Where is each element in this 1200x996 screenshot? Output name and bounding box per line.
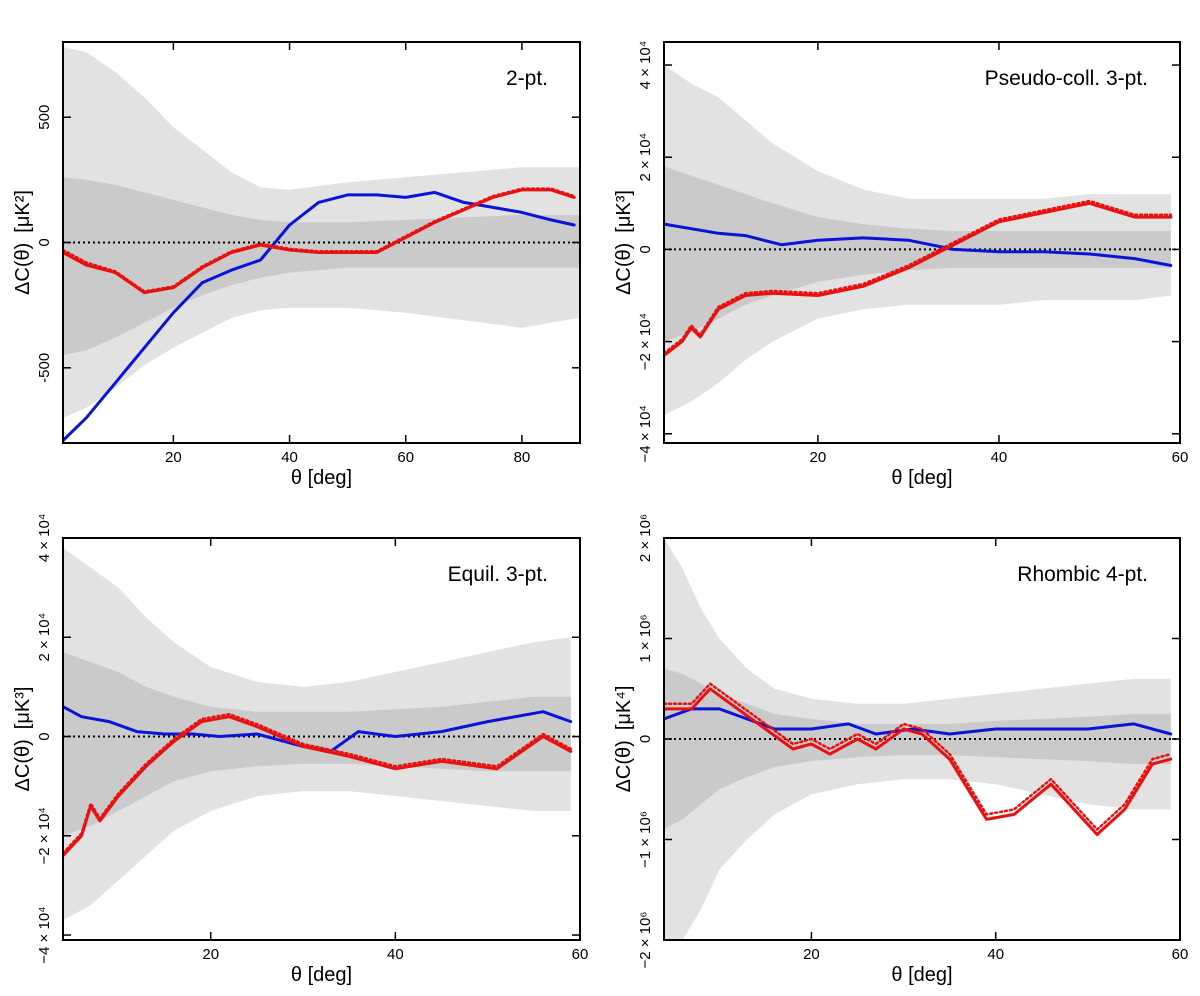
plot-area [63, 47, 580, 442]
y-tick-label: −4 × 10⁴ [36, 906, 53, 963]
y-tick-label: 1 × 10⁶ [637, 614, 654, 662]
panel-pseudo-coll-3pt: 20 40 60 −4 × 10⁴ −2 × 10⁴ 0 2 × 10⁴ 4 × 10⁴ Pse… [613, 41, 1188, 489]
plot-area [664, 538, 1180, 940]
y-axis-label: ΔC(θ)[μK²] [12, 190, 34, 295]
panel-2pt: 20 40 60 80 -500 0 500 2-pt. θ [deg] ΔC(θ)[μK²] [12, 41, 581, 489]
x-tick-label: 40 [387, 946, 404, 963]
plot-area [664, 65, 1180, 416]
x-tick-label: 60 [1172, 946, 1189, 963]
y-tick-label: 4 × 10⁴ [637, 41, 654, 90]
x-axis-label: θ [deg] [291, 964, 352, 986]
y-tick-label: 0 [36, 238, 53, 246]
y-tick-label: 4 × 10⁴ [36, 514, 53, 563]
x-tick-label: 80 [514, 449, 531, 466]
plot-frame [62, 537, 581, 941]
x-tick-label: 60 [572, 946, 589, 963]
plot-frame [663, 41, 1181, 444]
series-blue [63, 190, 576, 442]
panel-title: Pseudo-coll. 3-pt. [985, 67, 1148, 90]
y-tick-label: −2 × 10⁴ [36, 807, 53, 864]
x-tick-label: 20 [810, 449, 827, 466]
y-tick-label: -500 [36, 353, 53, 383]
band-inner [63, 652, 571, 836]
series-red-dotted [664, 682, 1173, 831]
panel-equil-3pt: 20 40 60 −4 × 10⁴ −2 × 10⁴ 0 2 × 10⁴ 4 × 10⁴ Equ… [12, 514, 588, 986]
series-red [664, 201, 1173, 357]
series-red [63, 715, 573, 858]
panel-rhombic-4pt: 20 40 60 −2 × 10⁶ −1 × 10⁶ 0 1 × 10⁶ 2 × 10⁶ Rho… [613, 514, 1188, 986]
x-axis-label: θ [deg] [891, 467, 952, 489]
x-tick-label: 40 [991, 449, 1008, 466]
x-axis-label: θ [deg] [291, 467, 352, 489]
y-tick-label: −2 × 10⁴ [637, 313, 654, 370]
series-blue [664, 707, 1173, 736]
y-axis-label: ΔC(θ)[μK³] [613, 190, 635, 295]
y-axis-label: ΔC(θ)[μK⁴] [613, 686, 635, 793]
y-tick-label: 2 × 10⁴ [637, 133, 654, 182]
y-tick-label: −2 × 10⁶ [637, 911, 654, 968]
x-tick-label: 60 [397, 449, 414, 466]
x-tick-label: 20 [165, 449, 182, 466]
panel-title: Rhombic 4-pt. [1017, 563, 1148, 586]
plot-area [63, 547, 580, 921]
x-tick-label: 40 [281, 449, 298, 466]
x-tick-label: 60 [1172, 449, 1189, 466]
y-tick-label: 2 × 10⁶ [637, 514, 654, 562]
y-tick-label: 0 [637, 735, 654, 743]
x-tick-label: 20 [803, 946, 820, 963]
x-tick-label: 20 [202, 946, 219, 963]
panel-title: 2-pt. [506, 67, 548, 90]
series-red-dotted [63, 187, 576, 293]
series-blue [63, 705, 573, 753]
series-red-dotted [63, 712, 573, 855]
y-tick-label: 0 [637, 245, 654, 253]
y-axis-label: ΔC(θ)[μK³] [12, 687, 34, 792]
y-tick-label: 2 × 10⁴ [36, 613, 53, 662]
band-inner [664, 668, 1171, 830]
y-tick-label: −1 × 10⁶ [637, 811, 654, 868]
series-red-dotted [664, 199, 1173, 355]
band-inner [664, 166, 1171, 342]
panel-title: Equil. 3-pt. [448, 563, 548, 586]
x-axis-label: θ [deg] [891, 964, 952, 986]
x-tick-label: 40 [987, 946, 1004, 963]
series-red [664, 687, 1173, 836]
band-inner [63, 177, 580, 356]
series-blue [664, 222, 1173, 267]
y-tick-label: 500 [36, 105, 53, 130]
y-tick-label: 0 [36, 732, 53, 740]
y-tick-label: −4 × 10⁴ [637, 405, 654, 462]
